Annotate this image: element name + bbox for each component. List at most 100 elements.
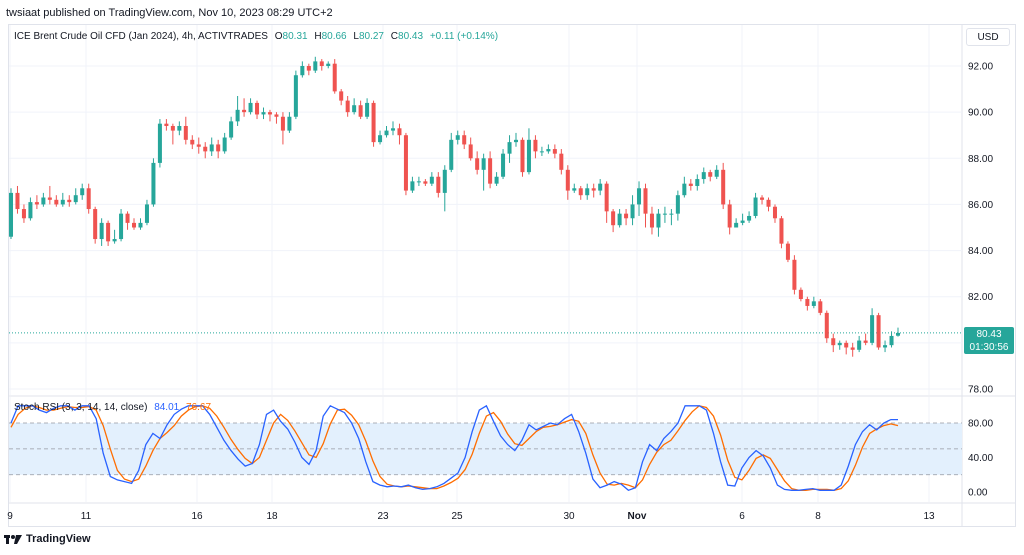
candle-body [248, 102, 253, 113]
publisher-line: twsiaat published on TradingView.com, No… [6, 7, 333, 19]
time-tick-label: 23 [377, 511, 389, 522]
candle-body [319, 61, 324, 66]
candle-body [209, 144, 214, 152]
candle-body [28, 202, 33, 219]
candle-body [345, 100, 350, 113]
candle-body [889, 335, 894, 346]
oscillator-tick-label: 40.00 [968, 453, 993, 464]
time-tick-label: 11 [81, 511, 92, 522]
candle-body [60, 199, 65, 205]
symbol-title[interactable]: ICE Brent Crude Oil CFD (Jan 2024), 4h, … [14, 31, 268, 42]
candle-body [436, 176, 441, 193]
candle-body [177, 125, 182, 131]
candle-body [80, 188, 85, 196]
candle-body [242, 109, 247, 113]
candle-body [805, 299, 810, 306]
footer: TradingView [4, 533, 91, 545]
candle-body [306, 66, 311, 71]
candle-body [274, 114, 279, 117]
candle-body [125, 213, 130, 223]
candle-body [475, 158, 480, 170]
candle-body [818, 301, 823, 313]
candle-body [190, 139, 195, 145]
candle-body [410, 181, 415, 191]
candle-body [73, 195, 78, 203]
high-value: 80.66 [321, 31, 347, 42]
candle-body [876, 315, 881, 348]
oscillator-legend: Stoch RSI (3, 3, 14, 14, close) 84.01 76… [14, 402, 211, 413]
candle-body [332, 63, 337, 92]
candle-body [850, 347, 855, 350]
candle-body [526, 139, 531, 173]
high-label: H [314, 31, 322, 42]
close-value: 80.43 [398, 31, 424, 42]
candle-body [734, 222, 739, 228]
price-tick-label: 84.00 [968, 246, 993, 257]
stoch-k-value: 84.01 [154, 402, 180, 413]
time-tick-label: 9 [7, 511, 13, 522]
candle-body [203, 146, 208, 152]
bar-countdown: 01:30:56 [969, 342, 1009, 353]
candle-body [112, 239, 117, 242]
candle-body [157, 123, 162, 163]
candle-body [714, 169, 719, 177]
oscillator-title[interactable]: Stoch RSI (3, 3, 14, 14, close) [14, 402, 148, 413]
candle-body [47, 197, 52, 200]
candle-body [423, 181, 428, 184]
candle-body [585, 188, 590, 196]
candle-body [611, 211, 616, 226]
candle-body [365, 102, 370, 117]
stoch-d-value: 76.67 [186, 402, 212, 413]
candle-body [740, 220, 745, 223]
candle-body [844, 342, 849, 348]
currency-button[interactable]: USD [966, 28, 1010, 46]
candle-body [280, 116, 285, 131]
candle-body [831, 338, 836, 346]
time-tick-label: 6 [739, 511, 745, 522]
candle-body [520, 139, 525, 173]
candle-body [416, 181, 421, 183]
price-tick-label: 86.00 [968, 200, 993, 211]
candle-body [390, 128, 395, 131]
candle-body [8, 192, 14, 237]
candle-body [643, 188, 648, 214]
time-tick-label: Nov [628, 511, 647, 522]
candle-body [313, 61, 318, 71]
candle-body [792, 259, 797, 290]
candle-body [514, 139, 519, 143]
candle-body [630, 204, 635, 219]
candle-body [598, 183, 603, 191]
time-tick-label: 25 [451, 511, 463, 522]
candle-body [429, 176, 434, 184]
candle-body [67, 199, 72, 203]
candle-body [21, 209, 26, 219]
close-label: C [390, 31, 399, 42]
candle-body [229, 121, 234, 138]
candle-body [637, 188, 642, 205]
candle-body [870, 315, 875, 343]
candle-body [721, 169, 726, 205]
candle-body [442, 169, 447, 193]
candle-body [824, 312, 829, 339]
candle-body [772, 206, 777, 219]
candle-body [397, 128, 402, 136]
time-tick-label: 18 [266, 511, 278, 522]
candle-body [235, 109, 240, 122]
candle-body [837, 342, 842, 346]
stoch-d-line [10, 405, 899, 491]
footer-brand[interactable]: TradingView [26, 533, 91, 545]
candle-body [170, 125, 175, 131]
candle-body [455, 135, 460, 140]
candle-body [352, 105, 357, 113]
candle-body [766, 199, 771, 207]
chart-frame [8, 24, 1016, 527]
candle-body [811, 301, 816, 306]
candle-body [293, 75, 298, 117]
candle-body [559, 153, 564, 170]
low-label: L [353, 31, 359, 42]
symbol-legend: ICE Brent Crude Oil CFD (Jan 2024), 4h, … [14, 31, 498, 42]
low-value: 80.27 [358, 31, 384, 42]
price-tick-label: 82.00 [968, 292, 993, 303]
candle-body [99, 222, 104, 240]
